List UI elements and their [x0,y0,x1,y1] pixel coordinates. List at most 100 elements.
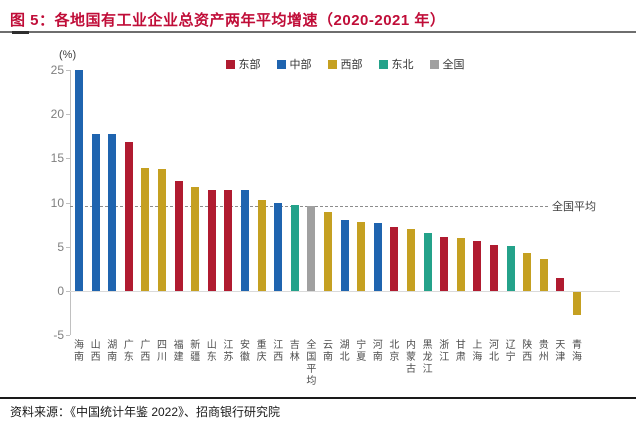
x-axis-label: 辽宁 [505,340,516,363]
x-axis-label: 贵州 [538,340,549,363]
y-axis-tick-mark [66,246,70,248]
legend-label: 中部 [289,59,312,71]
bar-陕西 [523,252,532,291]
bar-浙江 [440,236,449,291]
x-axis-label: 浙江 [439,340,450,363]
bar-海南 [75,70,83,291]
bar-宁夏 [357,221,366,291]
x-axis-label: 海南 [74,340,84,363]
bar-全国平均 [307,206,316,291]
y-axis-line [70,70,71,335]
bar-山西 [91,133,100,291]
national-average-label: 全国平均 [552,201,596,214]
x-axis-label: 河北 [489,340,499,363]
x-axis-label: 宁夏 [356,340,367,363]
bar-青海 [573,291,581,315]
x-axis-label: 福建 [173,340,184,363]
bar-吉林 [290,205,299,291]
x-axis-label: 湖北 [339,340,350,363]
x-axis-label: 甘肃 [455,340,466,363]
x-axis-label: 湖南 [107,340,118,363]
x-axis-label: 北京 [389,340,400,363]
bar-云南 [324,212,332,291]
bar-贵州 [539,259,548,291]
bar-辽宁 [506,245,515,291]
bar-湖北 [340,220,349,291]
bar-新疆 [191,187,200,291]
legend-swatch-east [225,59,235,69]
bar-内蒙古 [407,229,415,291]
x-axis-label: 全国平均 [306,340,317,387]
legend-item-northeast: 东北 [378,56,414,72]
bar-山东 [207,190,216,291]
legend-label: 全国 [442,59,465,71]
bar-河南 [373,222,382,291]
chart-legend: 东部 中部 西部 东北 全国 [70,56,620,72]
y-axis-tick-mark [66,335,70,336]
x-axis-label: 天津 [555,340,566,363]
x-axis-label: 江苏 [223,340,234,363]
legend-item-national: 全国 [429,56,465,72]
zero-baseline [70,291,620,292]
x-axis-label: 安徽 [240,340,250,363]
y-axis-tick-label: 20 [50,107,64,122]
legend-swatch-central [276,59,286,69]
y-axis-tick-mark [66,290,70,292]
x-axis-label: 陕西 [522,340,533,363]
x-axis-label: 黑龙江 [422,340,433,375]
x-axis-label: 山东 [206,340,217,363]
x-axis-label: 四川 [157,340,167,363]
x-axis-label: 内蒙古 [406,340,416,375]
x-axis-label: 新疆 [190,340,201,363]
y-axis-tick-label: 5 [57,239,64,254]
bar-天津 [556,278,565,291]
footer-divider [0,397,636,399]
bar-广西 [141,168,150,291]
y-axis-unit-label: (%) [59,49,77,61]
bar-甘肃 [456,237,465,291]
legend-swatch-national [429,59,439,69]
legend-label: 东北 [391,59,414,71]
y-axis-tick-label: 25 [50,63,64,77]
x-axis-label: 吉林 [289,340,300,363]
bar-四川 [158,168,166,291]
bar-湖南 [108,134,117,291]
y-axis-tick-label: 10 [50,195,64,210]
legend-swatch-northeast [378,59,388,69]
legend-label: 西部 [340,59,363,71]
bar-北京 [390,227,399,291]
figure-title: 图 5：各地国有工业企业总资产两年平均增速（2020-2021 年） [10,12,446,29]
y-axis-tick-mark [66,114,70,116]
bar-上海 [473,241,482,291]
x-axis-label: 山西 [90,340,101,363]
legend-swatch-west [327,59,337,69]
y-axis-tick-label: -5 [53,328,64,342]
source-note: 资料来源：《中国统计年鉴 2022》、招商银行研究院 [10,405,281,419]
y-axis-tick-label: 15 [50,151,64,166]
x-axis-label: 青海 [572,340,582,363]
bar-江西 [274,203,283,291]
title-divider-accent [12,31,29,34]
x-axis-label: 河南 [372,340,383,363]
bar-福建 [174,181,183,291]
y-axis-tick-mark [66,70,70,71]
bar-黑龙江 [423,233,432,291]
legend-item-central: 中部 [276,56,312,72]
legend-item-west: 西部 [327,56,363,72]
x-axis-label: 广西 [140,340,151,363]
x-axis-label: 广东 [123,340,134,363]
bar-河北 [490,244,498,291]
y-axis-tick-mark [66,202,70,204]
x-axis-label: 上海 [472,340,483,363]
x-axis-label: 江西 [273,340,284,363]
x-axis-label: 重庆 [256,340,267,363]
title-divider [0,31,636,33]
bar-江苏 [224,190,233,291]
y-axis-tick-mark [66,158,70,160]
legend-label: 东部 [238,59,261,71]
bar-广东 [124,142,133,291]
legend-item-east: 东部 [225,56,261,72]
bar-安徽 [241,190,249,291]
bar-重庆 [257,199,266,291]
